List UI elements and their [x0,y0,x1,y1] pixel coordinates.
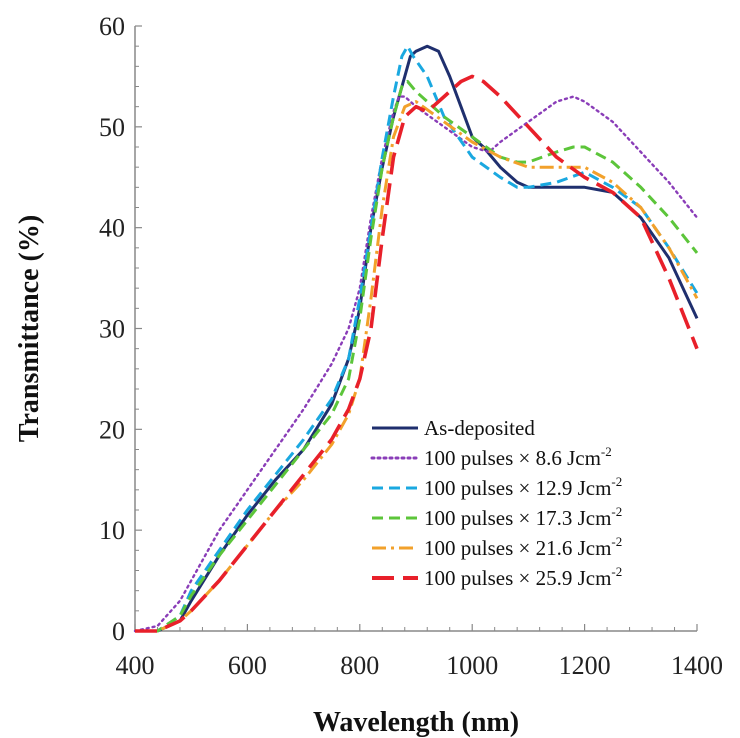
y-tick-label: 40 [99,214,125,243]
x-tick-label: 800 [340,651,379,680]
y-tick-label: 50 [99,113,125,142]
x-tick-label: 1400 [671,651,723,680]
y-tick-label: 60 [99,12,125,41]
y-tick-label: 0 [112,617,125,646]
legend-label-3: 100 pulses × 12.9 Jcm-2 [424,474,622,500]
y-tick-label: 20 [99,415,125,444]
y-tick-label: 10 [99,516,125,545]
legend: As-deposited 100 pulses × 8.6 Jcm-2 100 pu… [370,416,622,590]
legend-label-4: 100 pulses × 17.3 Jcm-2 [424,504,622,530]
x-axis-title: Wavelength (nm) [313,707,519,738]
y-axis-title: Transmittance (%) [14,215,45,442]
y-tick-label: 30 [99,315,125,344]
plot-area: 0 10 20 30 40 50 60 400 600 800 1000 1200 1400 [99,12,723,680]
legend-label-5: 100 pulses × 21.6 Jcm-2 [424,534,622,560]
x-tick-label: 600 [228,651,267,680]
legend-label-6: 100 pulses × 25.9 Jcm-2 [424,564,622,590]
series-line-1 [135,44,699,633]
series-line-3 [135,44,699,633]
series-lines [133,44,699,633]
x-tick-label: 400 [116,651,155,680]
y-axis-ticks: 0 10 20 30 40 50 60 [99,12,142,646]
legend-label-2: 100 pulses × 8.6 Jcm-2 [424,444,612,470]
x-tick-label: 1000 [446,651,498,680]
series-line-4 [135,80,699,633]
x-tick-label: 1200 [559,651,611,680]
series-line-2 [133,95,699,633]
x-axis-ticks: 400 600 800 1000 1200 1400 [116,624,723,680]
legend-label-1: As-deposited [424,416,535,440]
series-line-6 [135,74,699,633]
